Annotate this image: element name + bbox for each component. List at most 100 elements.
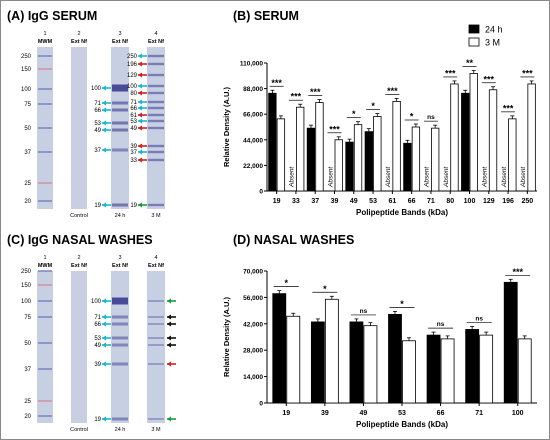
lane-bottom-label: Control xyxy=(70,427,88,433)
band-arrow-head xyxy=(138,125,142,131)
y-tick-label: 28,000 xyxy=(243,348,263,355)
lane-bottom-label: 3 M xyxy=(151,427,161,433)
band-label: 80 xyxy=(130,91,137,97)
significance-marker: *** xyxy=(522,68,533,78)
marker-label: 50 xyxy=(24,341,31,347)
serum-bar-chart: Relative Density (A.U.) 0 22,000 44,000 66,0… xyxy=(222,24,537,217)
absent-label: Absent xyxy=(424,166,431,188)
significance-marker: *** xyxy=(503,103,514,113)
bar-3m xyxy=(334,139,343,192)
y-tick-label: 110,000 xyxy=(240,61,264,68)
blot-lane xyxy=(71,271,87,423)
lane-number: 2 xyxy=(77,255,80,261)
band-arrow-head xyxy=(102,298,106,304)
lane-name: Ext Nf xyxy=(112,39,128,45)
blot-lane xyxy=(111,47,129,209)
significance-marker: * xyxy=(323,284,327,294)
protein-band xyxy=(148,316,164,318)
protein-band xyxy=(148,54,164,58)
protein-band xyxy=(112,315,128,319)
band-arrow-head xyxy=(138,105,142,111)
lane-name: Ext Nf xyxy=(148,263,164,269)
protein-band xyxy=(148,62,164,66)
marker-label: 25 xyxy=(24,399,31,405)
protein-band xyxy=(148,337,164,339)
y-axis-label: Relative Density (A.U.) xyxy=(222,86,231,167)
band-label: 71 xyxy=(94,101,101,107)
protein-band xyxy=(148,106,164,110)
band-label: 49 xyxy=(94,128,101,134)
marker-band xyxy=(38,300,52,302)
lane-name: Ext Nf xyxy=(71,39,87,45)
protein-band xyxy=(148,100,164,104)
protein-band xyxy=(148,84,164,88)
lane-name: Ext Nf xyxy=(71,263,87,269)
marker-band xyxy=(38,127,52,129)
marker-label: 150 xyxy=(21,283,32,289)
y-axis-label: Relative Density (A.U.) xyxy=(222,296,231,377)
bar-24h xyxy=(426,334,441,404)
legend-swatch-24h xyxy=(468,24,480,34)
y-tick-label: 70,000 xyxy=(243,269,263,276)
marker-band xyxy=(38,182,52,184)
bar-24h xyxy=(272,293,287,404)
x-tick-label: 100 xyxy=(512,410,524,417)
blot-lane xyxy=(71,47,87,209)
marker-label: 50 xyxy=(24,126,31,132)
band-label: 39 xyxy=(130,144,137,150)
y-tick-label: 88,000 xyxy=(243,86,263,93)
band-label: 33 xyxy=(130,158,137,164)
band-arrow-head xyxy=(167,335,171,341)
bar-3m xyxy=(508,118,517,192)
marker-label: 100 xyxy=(21,299,32,305)
protein-band xyxy=(112,336,128,340)
bar-24h xyxy=(403,142,412,192)
bar-24h xyxy=(364,131,373,192)
protein-band xyxy=(148,73,164,77)
x-axis-label: Polipeptide Bands (kDa) xyxy=(356,208,448,217)
y-tick-label: 14,000 xyxy=(243,374,263,381)
band-label: 19 xyxy=(94,203,101,209)
marker-band xyxy=(38,415,52,417)
bar-3m xyxy=(431,127,440,192)
band-label: 66 xyxy=(94,108,101,114)
band-arrow-head xyxy=(138,202,142,208)
lane-name: Ext Nf xyxy=(148,39,164,45)
protein-band xyxy=(112,84,128,92)
protein-band xyxy=(148,418,164,420)
significance-marker: *** xyxy=(387,86,398,96)
bar-3m xyxy=(324,298,339,404)
bar-3m xyxy=(296,106,305,192)
band-label: 71 xyxy=(94,315,101,321)
x-tick-label: 196 xyxy=(502,198,514,205)
marker-band xyxy=(38,200,52,202)
band-arrow-head xyxy=(102,335,106,341)
band-label: 100 xyxy=(127,84,138,90)
x-tick-label: 71 xyxy=(475,410,483,417)
significance-marker: *** xyxy=(291,92,302,102)
x-tick-label: 53 xyxy=(369,198,377,205)
protein-band xyxy=(148,300,164,302)
significance-marker: * xyxy=(371,101,375,111)
band-label: 37 xyxy=(94,148,101,154)
band-arrow-head xyxy=(138,118,142,124)
band-label: 53 xyxy=(130,119,137,125)
protein-band xyxy=(112,203,128,207)
significance-marker: *** xyxy=(310,87,321,97)
protein-band xyxy=(148,144,164,148)
band-label: 71 xyxy=(130,100,137,106)
absent-label: Absent xyxy=(482,166,489,188)
protein-band xyxy=(112,108,128,112)
band-arrow-head xyxy=(138,112,142,118)
band-label: 53 xyxy=(94,121,101,127)
significance-marker: * xyxy=(352,109,356,119)
marker-label: 20 xyxy=(24,199,31,205)
band-arrow-head xyxy=(102,147,106,153)
band-arrow-head xyxy=(167,321,171,327)
bar-3m xyxy=(286,315,301,404)
lane-bottom-label: Control xyxy=(70,213,88,219)
lane-number: 2 xyxy=(77,31,80,37)
marker-label: 250 xyxy=(21,269,32,275)
lane-bottom-label: 24 h xyxy=(115,427,126,433)
band-arrow-head xyxy=(138,99,142,105)
